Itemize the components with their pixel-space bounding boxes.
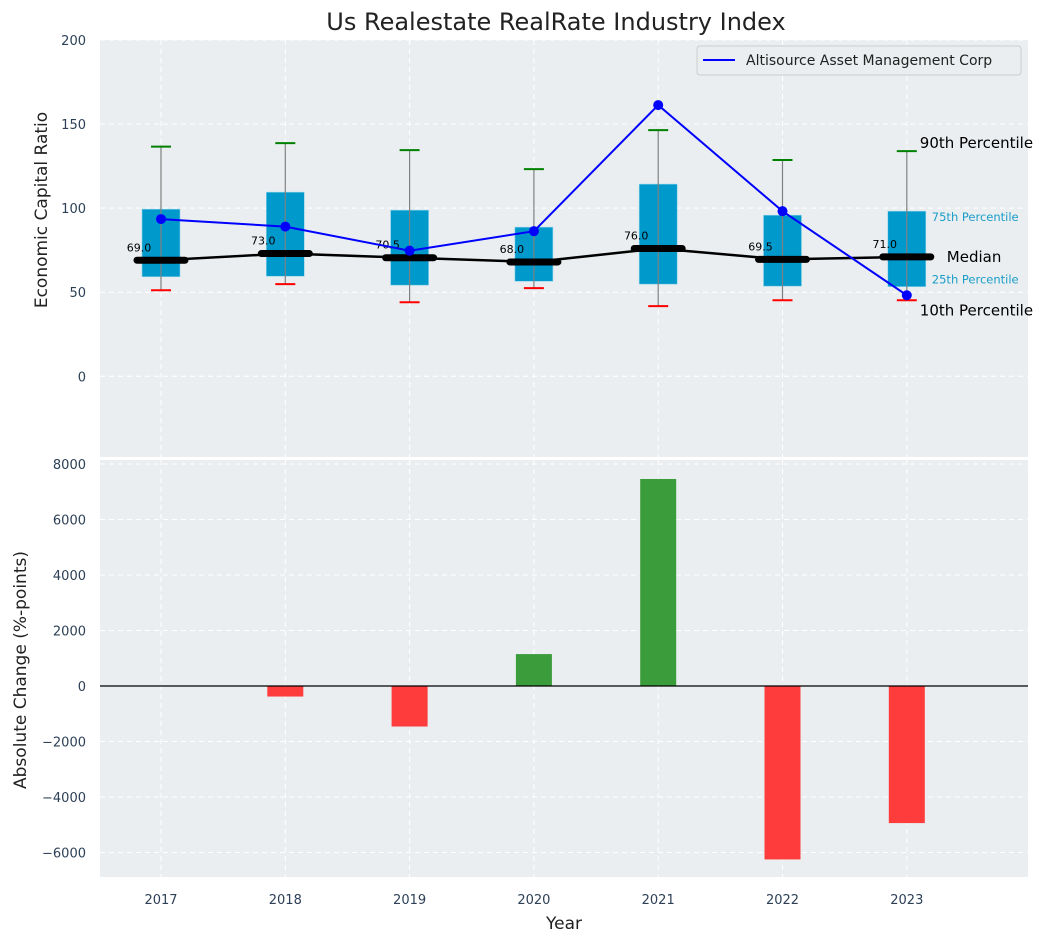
median-value-label: 69.5 <box>748 240 773 253</box>
legend-box <box>696 45 1022 76</box>
y-tick-label: 0 <box>78 370 86 385</box>
y-tick-label: 6000 <box>53 514 86 529</box>
x-tick-label: 2019 <box>393 893 426 908</box>
annotation-p25: 25th Percentile <box>932 273 1019 287</box>
box-2023 <box>887 150 927 302</box>
top-y-axis-label: Economic Capital Ratio <box>32 112 52 308</box>
bar-2018 <box>267 686 304 697</box>
company-series <box>156 100 912 301</box>
y-tick-label: 4000 <box>53 569 86 584</box>
company-point <box>156 214 166 225</box>
y-tick-label: 50 <box>69 286 86 301</box>
x-tick-label: 2023 <box>890 893 923 908</box>
median-line-group: 69.073.0 70.5 68.076.069.5 71.0 <box>127 230 935 266</box>
bar-2023 <box>888 686 925 824</box>
x-tick-label: 2022 <box>766 893 799 908</box>
top-y-ticks: 0 50 100 150 200 <box>61 34 86 385</box>
x-tick-label: 2021 <box>642 893 675 908</box>
bar-2022 <box>764 686 801 860</box>
y-tick-label: 2000 <box>53 625 86 640</box>
annotation-p90: 90th Percentile <box>920 134 1033 152</box>
median-value-label: 69.0 <box>127 241 152 254</box>
bottom-y-ticks: −6000 −4000 −2000 0 2000 4000 6000 8000 <box>42 458 86 862</box>
annotation-p10: 10th Percentile <box>920 301 1033 319</box>
change-bars <box>267 478 925 860</box>
x-tick-label: 2018 <box>269 893 302 908</box>
legend: Altisource Asset Management Corp <box>696 45 1022 76</box>
bar-2020 <box>515 654 552 686</box>
median-value-label: 68.0 <box>500 243 525 256</box>
median-value-label: 76.0 <box>624 230 649 243</box>
bottom-y-axis-label: Absolute Change (%-points) <box>11 551 31 789</box>
y-tick-label: 100 <box>61 202 86 217</box>
company-point <box>901 290 912 301</box>
x-tick-label: 2020 <box>517 893 550 908</box>
annotation-median: Median <box>947 248 1002 266</box>
y-tick-label: −4000 <box>42 791 86 806</box>
median-value-label: 73.0 <box>251 235 276 248</box>
x-ticks: 2017 2018 2019 2020 2021 2022 2023 <box>144 893 923 908</box>
annotation-p75: 75th Percentile <box>932 210 1019 224</box>
legend-label: Altisource Asset Management Corp <box>746 53 992 69</box>
bar-2019 <box>391 686 428 727</box>
y-tick-label: −6000 <box>42 847 86 862</box>
y-tick-label: 0 <box>78 680 86 695</box>
bottom-plot-background <box>100 460 1028 877</box>
company-point <box>280 221 291 232</box>
box-2022 <box>763 159 802 302</box>
box-2018 <box>265 142 305 286</box>
median-value-label: 71.0 <box>873 238 898 251</box>
y-tick-label: 150 <box>61 118 86 133</box>
y-tick-label: −2000 <box>42 736 86 751</box>
company-point <box>777 206 788 217</box>
x-axis-label: Year <box>545 914 582 934</box>
box-2021 <box>638 129 678 308</box>
company-point <box>528 226 539 237</box>
top-plot-background <box>100 40 1028 457</box>
y-tick-label: 8000 <box>53 458 86 473</box>
percentile-annotations: 90th Percentile 75th Percentile Median 25th… <box>920 134 1033 319</box>
x-tick-label: 2017 <box>144 893 177 908</box>
chart-title: Us Realestate RealRate Industry Index <box>326 8 785 36</box>
company-point <box>404 245 415 256</box>
bottom-gridlines <box>100 460 1028 877</box>
y-tick-label: 200 <box>61 34 86 49</box>
bar-2021 <box>640 478 677 686</box>
company-point <box>653 100 664 111</box>
